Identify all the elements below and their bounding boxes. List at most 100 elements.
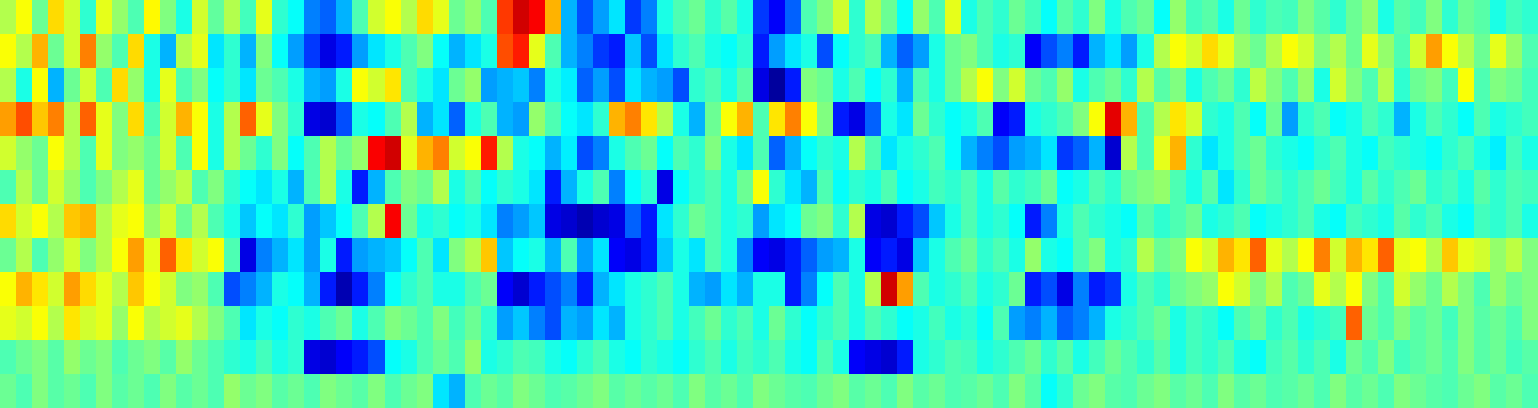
heatmap-cell [288,170,305,205]
heatmap-cell [673,68,690,103]
heatmap-cell [1218,0,1235,35]
heatmap-cell [1394,34,1411,69]
heatmap-cell [1474,0,1491,35]
heatmap-cell [1506,136,1523,171]
heatmap-cell [817,170,834,205]
heatmap-cell [1041,340,1058,375]
heatmap-cell [96,238,113,273]
heatmap-cell [705,34,722,69]
heatmap-cell [449,170,466,205]
heatmap-cell [897,374,914,408]
heatmap-cell [577,272,594,307]
heatmap-cell [144,204,161,239]
heatmap-cell [865,238,882,273]
heatmap-cell [240,272,257,307]
heatmap-cell [64,306,81,341]
heatmap-cell [1362,374,1379,408]
heatmap-cell [1234,68,1251,103]
heatmap-cell [1298,340,1315,375]
heatmap-cell [705,204,722,239]
heatmap-cell [1250,272,1267,307]
heatmap-cell [96,102,113,137]
heatmap-cell [865,306,882,341]
heatmap-cell [0,0,17,35]
heatmap-cell [1458,170,1475,205]
heatmap-cell [577,102,594,137]
heatmap-cell [176,374,193,408]
heatmap-cell [545,374,562,408]
heatmap-cell [513,0,530,35]
heatmap-cell [1394,238,1411,273]
heatmap-cell [1009,306,1026,341]
heatmap-cell [961,238,978,273]
heatmap-cell [1394,204,1411,239]
heatmap-cell [945,306,962,341]
heatmap-cell [545,272,562,307]
heatmap-cell [561,306,578,341]
heatmap-cell [288,306,305,341]
heatmap-cell [240,238,257,273]
heatmap-cell [1490,204,1507,239]
heatmap-cell [80,238,97,273]
heatmap-cell [96,306,113,341]
heatmap-cell [320,306,337,341]
heatmap-cell [1506,306,1523,341]
heatmap-cell [1089,306,1106,341]
heatmap-cell [753,306,770,341]
chart-svg [0,0,1538,408]
heatmap-cell [433,204,450,239]
heatmap-cell [993,102,1010,137]
heatmap-cell [304,68,321,103]
heatmap-cell [208,0,225,35]
heatmap-cell [433,34,450,69]
heatmap-cell [497,0,514,35]
heatmap-cell [737,306,754,341]
heatmap-cell [433,68,450,103]
heatmap-cell [1186,102,1203,137]
heatmap-cell [1378,340,1395,375]
heatmap-cell [433,0,450,35]
heatmap-cell [1266,204,1283,239]
heatmap-cell [577,204,594,239]
heatmap-cell [1137,34,1154,69]
heatmap-cell [625,272,642,307]
heatmap-cell [1346,306,1363,341]
heatmap-cell [1474,136,1491,171]
heatmap-cell [945,170,962,205]
heatmap-cell [240,136,257,171]
heatmap-cell [913,204,930,239]
heatmap-cell [1458,136,1475,171]
heatmap-cell [1522,374,1538,408]
heatmap-cell [112,374,129,408]
heatmap-cell [1474,340,1491,375]
heatmap-cell [192,102,209,137]
heatmap-cell [1105,34,1122,69]
heatmap-cell [1314,102,1331,137]
heatmap-cell [1250,238,1267,273]
heatmap-cell [513,102,530,137]
heatmap-cell [1426,136,1443,171]
heatmap-cell [192,238,209,273]
heatmap-cell [304,238,321,273]
heatmap-cell [849,238,866,273]
heatmap-cell [705,374,722,408]
heatmap-cell [1490,102,1507,137]
heatmap-cell [993,0,1010,35]
heatmap-cell [657,170,674,205]
heatmap-cell [1394,340,1411,375]
heatmap-cell [673,238,690,273]
heatmap-cell [945,0,962,35]
heatmap-cell [561,0,578,35]
heatmap-cell [385,170,402,205]
heatmap-cell [721,238,738,273]
heatmap-cell [48,306,65,341]
heatmap-cell [16,34,33,69]
heatmap-cell [64,374,81,408]
heatmap-cell [1073,238,1090,273]
heatmap-cell [1057,340,1074,375]
heatmap-cell [352,170,369,205]
heatmap-cell [256,340,273,375]
heatmap-cell [881,68,898,103]
heatmap-cell [352,374,369,408]
heatmap-cell [128,0,145,35]
